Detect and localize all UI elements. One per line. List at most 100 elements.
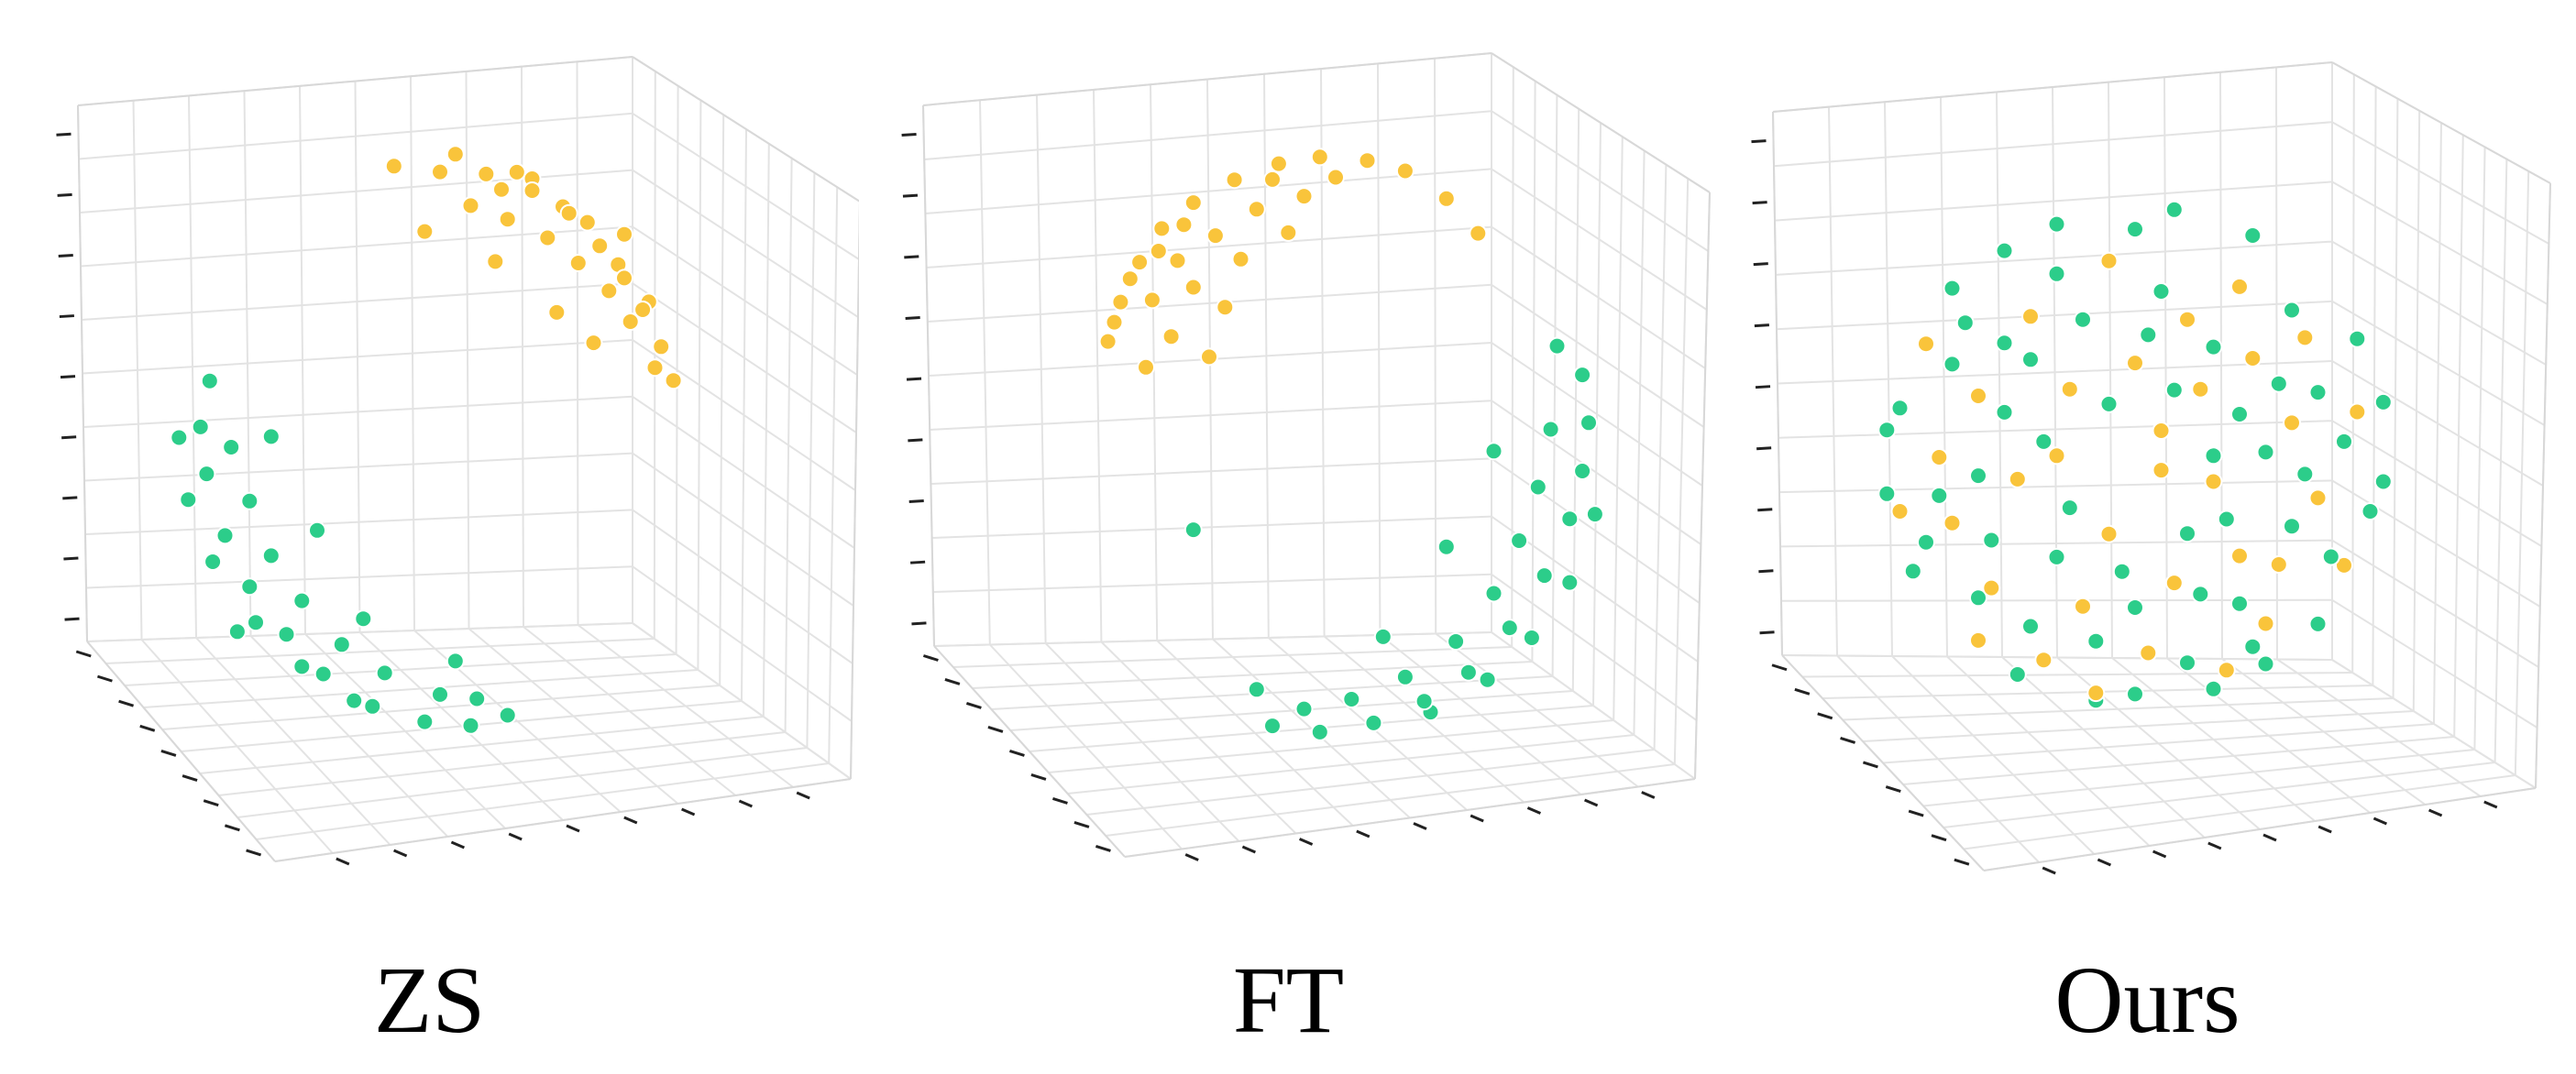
tick-mark — [2152, 849, 2167, 859]
scatter-point — [1995, 402, 2014, 422]
scatter-point — [633, 301, 653, 319]
scatter-point — [204, 553, 223, 571]
scatter-point — [2047, 264, 2066, 283]
scatter-point — [1573, 366, 1592, 385]
scatter-point — [2335, 432, 2353, 451]
axis-edge — [86, 641, 276, 862]
grid-line — [1491, 631, 1696, 780]
scatter-point — [1560, 510, 1580, 529]
scatter-point — [1930, 448, 1949, 466]
grid-line — [2331, 659, 2537, 789]
scatter-point — [645, 358, 665, 378]
grid-line — [1780, 598, 2333, 602]
scatter-point — [1294, 187, 1314, 206]
scatter-point — [1459, 663, 1478, 682]
tick-mark — [75, 650, 92, 658]
axes-box — [77, 56, 859, 862]
tick-mark — [393, 849, 408, 858]
scatter-point — [1225, 170, 1244, 190]
scatter3d-panel-zs — [56, 56, 859, 866]
axis-edge — [1694, 192, 1711, 780]
axis-edge — [1983, 787, 2537, 871]
axis-edge — [933, 645, 1126, 858]
axes-box — [922, 52, 1711, 858]
scatter-point — [2308, 383, 2328, 402]
grid-line — [82, 339, 633, 375]
scatter-point — [240, 577, 259, 597]
scatter-point — [486, 252, 505, 271]
scatter-point — [492, 180, 511, 199]
grid-line — [237, 747, 808, 818]
scatter-point — [2021, 307, 2040, 326]
scatter-point — [1522, 629, 1541, 647]
axis-ticks — [901, 133, 1656, 861]
scatter-point — [1995, 241, 2014, 260]
axis-ticks — [56, 132, 810, 866]
scatter-point — [1890, 502, 1910, 521]
grid-line — [2221, 658, 2427, 806]
tick-mark — [2317, 825, 2332, 834]
scatter-point — [1395, 161, 1415, 181]
tick-mark — [450, 840, 465, 849]
scatter-point — [1969, 466, 1987, 486]
tick-mark — [58, 253, 73, 258]
scatter-point — [2126, 685, 2144, 704]
scatter-point — [2047, 214, 2066, 234]
scatter-point — [1890, 399, 1910, 418]
scatter-point — [1943, 513, 1962, 532]
axes-box — [1772, 61, 2551, 871]
scatter-point — [1183, 193, 1203, 213]
scatter-point — [1310, 722, 1329, 741]
grid-line — [1673, 178, 1690, 765]
tick-mark — [566, 824, 580, 833]
tick-mark — [1095, 844, 1111, 852]
scatter-point — [1200, 347, 1218, 367]
scatter-point — [1098, 332, 1117, 351]
scatter-point — [652, 337, 671, 356]
tick-mark — [224, 824, 240, 832]
scatter-point — [2126, 598, 2144, 617]
scatter-point — [345, 691, 364, 710]
axis-edge — [1781, 654, 1985, 871]
scatter-point — [1500, 619, 1519, 638]
tick-mark — [1241, 845, 1256, 854]
grid-line — [806, 172, 816, 749]
scatter-point — [240, 491, 259, 510]
scatter-point — [431, 162, 449, 181]
tick-mark — [987, 726, 1004, 733]
grid-line — [1377, 63, 1382, 636]
scatter-point — [498, 210, 517, 229]
scatter-point — [2099, 251, 2119, 270]
grid-line — [2514, 170, 2530, 776]
tick-mark — [796, 791, 810, 800]
grid-line — [523, 626, 737, 796]
scatter-point — [2112, 562, 2131, 581]
grid-line — [930, 457, 1492, 485]
scatter-point — [1263, 717, 1282, 736]
scatter-point — [498, 706, 517, 725]
scatter-point — [2191, 585, 2210, 604]
grid-line — [1778, 479, 2333, 494]
scatter-point — [2204, 446, 2223, 466]
scatter-point — [1447, 632, 1466, 651]
scatter-point — [1982, 578, 2001, 597]
tick-mark — [908, 438, 923, 443]
axis-ticks — [1751, 139, 2498, 875]
scatter-point — [415, 222, 435, 241]
grid-line — [1086, 749, 1655, 816]
scatter-point — [1149, 242, 1168, 260]
tick-mark — [2207, 841, 2222, 850]
scatter-point — [2348, 402, 2367, 422]
scatter-point — [2373, 392, 2393, 411]
scatter-point — [200, 371, 219, 390]
scatter-point — [1580, 413, 1598, 433]
scatter3d-panel-ours — [1751, 61, 2551, 875]
scatter-point — [1358, 151, 1377, 170]
scatter-point — [332, 635, 351, 654]
scatter-point — [1484, 584, 1503, 603]
grid-line — [84, 509, 633, 535]
scatter-point — [1205, 226, 1225, 246]
tick-mark — [905, 316, 920, 321]
scatter-point — [2126, 220, 2144, 239]
axis-edge — [1772, 61, 2333, 113]
